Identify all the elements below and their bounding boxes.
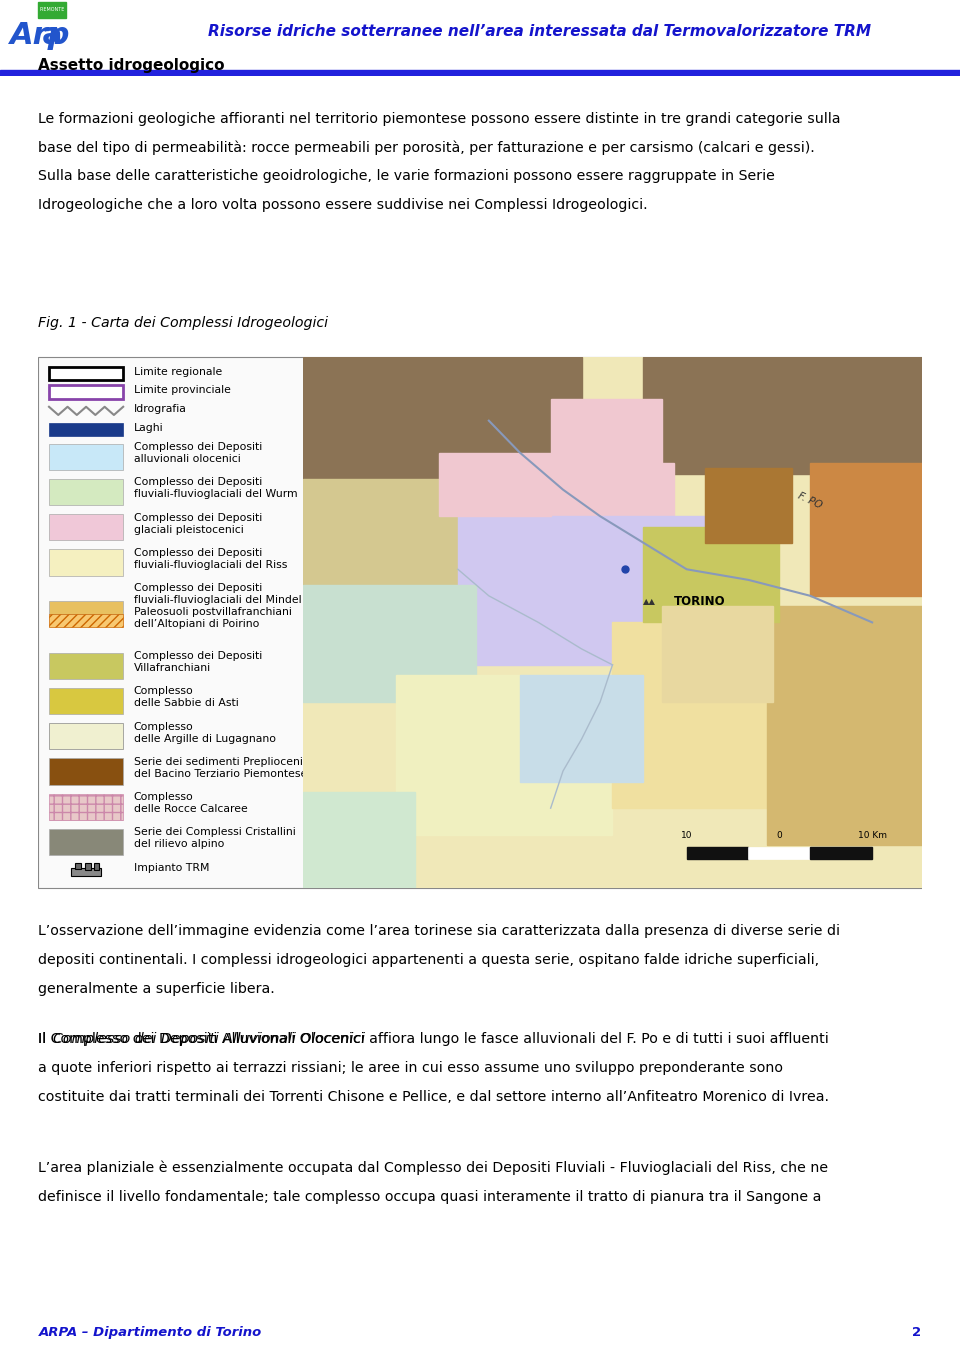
Text: costituite dai tratti terminali dei Torrenti Chisone e Pellice, e dal settore in: costituite dai tratti terminali dei Torr… [38, 1090, 829, 1103]
Text: Sulla base delle caratteristiche geoidrologiche, le varie formazioni possono ess: Sulla base delle caratteristiche geoidro… [38, 170, 776, 183]
Bar [303, 357, 582, 490]
Text: Impianto TRM: Impianto TRM [133, 863, 209, 873]
Bar [49, 550, 123, 575]
Text: TORINO: TORINO [674, 594, 726, 608]
Text: Laghi: Laghi [133, 423, 163, 433]
Bar [662, 607, 773, 702]
Text: Serie dei sedimenti Prepliocenici
del Bacino Terziario Piemontese: Serie dei sedimenti Prepliocenici del Ba… [133, 757, 312, 779]
Bar [49, 759, 123, 784]
Bar [0, 5, 120, 68]
Text: Complesso dei Depositi
alluvionali olocenici: Complesso dei Depositi alluvionali oloce… [133, 442, 262, 464]
Bar [49, 653, 123, 678]
Bar [38, 1, 66, 18]
Bar [810, 463, 922, 596]
Bar [458, 516, 717, 665]
Bar [303, 585, 476, 702]
Text: base del tipo di permeabilità: rocce permeabili per porosità, per fatturazione e: base del tipo di permeabilità: rocce per… [38, 141, 815, 155]
Text: Complesso dei Depositi
fluviali-fluvioglaciali del Mindel
Paleosuoli postvillafr: Complesso dei Depositi fluviali-fluviogl… [133, 584, 301, 630]
Text: Complesso dei Depositi
glaciali pleistocenici: Complesso dei Depositi glaciali pleistoc… [133, 513, 262, 535]
Text: a: a [42, 20, 62, 50]
Bar [519, 463, 674, 543]
Bar [49, 688, 123, 714]
Text: Idrogeologiche che a loro volta possono essere suddivise nei Complessi Idrogeolo: Idrogeologiche che a loro volta possono … [38, 198, 648, 212]
Text: F. PO: F. PO [797, 490, 824, 510]
Bar [38, 357, 922, 887]
Text: Limite provinciale: Limite provinciale [133, 385, 230, 395]
Text: 10: 10 [681, 830, 692, 840]
Text: 0: 0 [777, 830, 782, 840]
Text: 2: 2 [912, 1326, 922, 1339]
Text: Complesso dei Depositi Alluvionali Olocenici: Complesso dei Depositi Alluvionali Oloce… [54, 1033, 366, 1046]
Bar [49, 615, 123, 627]
Text: Complesso
delle Argille di Lugagnano: Complesso delle Argille di Lugagnano [133, 722, 276, 744]
Bar [303, 792, 415, 887]
Bar [643, 527, 780, 623]
Bar [49, 723, 123, 749]
Text: PIEMONTE: PIEMONTE [39, 8, 64, 12]
Text: depositi continentali. I complessi idrogeologici appartenenti a questa serie, os: depositi continentali. I complessi idrog… [38, 953, 820, 966]
Bar [84, 863, 90, 870]
Bar [49, 479, 123, 505]
Bar [749, 847, 810, 859]
Text: L’area planiziale è essenzialmente occupata dal Complesso dei Depositi Fluviali : L’area planiziale è essenzialmente occup… [38, 1160, 828, 1175]
Text: Fig. 1 - Carta dei Complessi Idrogeologici: Fig. 1 - Carta dei Complessi Idrogeologi… [38, 316, 328, 330]
Bar [767, 607, 922, 845]
Bar [93, 863, 100, 870]
Text: L’osservazione dell’immagine evidenzia come l’area torinese sia caratterizzata d: L’osservazione dell’immagine evidenzia c… [38, 924, 840, 938]
Text: Serie dei Complessi Cristallini
del rilievo alpino: Serie dei Complessi Cristallini del rili… [133, 828, 296, 849]
Bar [706, 468, 792, 543]
Bar [49, 829, 123, 855]
Bar [49, 423, 123, 437]
Bar [49, 385, 123, 399]
Text: Il Complesso dei Depositi Alluvionali Olocenici affiora lungo le fasce alluviona: Il Complesso dei Depositi Alluvionali Ol… [38, 1033, 829, 1046]
Bar [396, 676, 612, 835]
Text: Assetto idrogeologico: Assetto idrogeologico [38, 58, 225, 73]
Bar [686, 847, 749, 859]
Bar [551, 399, 662, 463]
Text: Le formazioni geologiche affioranti nel territorio piemontese possono essere dis: Le formazioni geologiche affioranti nel … [38, 111, 841, 126]
Text: ▲▲: ▲▲ [643, 597, 656, 605]
Text: a quote inferiori rispetto ai terrazzi rissiani; le aree in cui esso assume uno : a quote inferiori rispetto ai terrazzi r… [38, 1061, 783, 1075]
Bar [49, 444, 123, 470]
Text: Complesso dei Depositi
fluviali-fluvioglaciali del Riss: Complesso dei Depositi fluviali-fluviogl… [133, 548, 287, 570]
Text: Il Complesso dei Depositi Alluvionali Olocenici affiora lungo le fasce alluviona: Il Complesso dei Depositi Alluvionali Ol… [38, 1033, 829, 1046]
Bar [49, 601, 123, 615]
Bar [49, 794, 123, 820]
Text: Il: Il [38, 1033, 51, 1046]
Text: generalmente a superficie libera.: generalmente a superficie libera. [38, 981, 276, 996]
Bar [303, 479, 519, 596]
Text: Complesso
delle Rocce Calcaree: Complesso delle Rocce Calcaree [133, 792, 248, 814]
Bar [0, 71, 960, 76]
Text: Risorse idriche sotterranee nell’area interessata dal Termovalorizzatore TRM: Risorse idriche sotterranee nell’area in… [208, 24, 872, 39]
Text: Complesso dei Depositi
fluviali-fluvioglaciali del Wurm: Complesso dei Depositi fluviali-fluviogl… [133, 478, 298, 499]
Text: Limite regionale: Limite regionale [133, 366, 222, 376]
Bar [519, 676, 643, 782]
Text: Complesso
delle Sabbie di Asti: Complesso delle Sabbie di Asti [133, 687, 238, 708]
Bar [440, 452, 551, 516]
Text: Idrografia: Idrografia [133, 404, 186, 414]
Bar [612, 623, 798, 809]
Bar [75, 863, 81, 868]
Bar [810, 847, 872, 859]
Text: Complesso dei Depositi
Villafranchiani: Complesso dei Depositi Villafranchiani [133, 651, 262, 673]
Text: 10 Km: 10 Km [857, 830, 887, 840]
Bar [643, 357, 922, 474]
Bar [49, 514, 123, 540]
Bar [49, 366, 123, 380]
Bar [71, 868, 101, 875]
Text: Arp: Arp [10, 20, 70, 50]
Text: ARPA – Dipartimento di Torino: ARPA – Dipartimento di Torino [38, 1326, 262, 1339]
Text: definisce il livello fondamentale; tale complesso occupa quasi interamente il tr: definisce il livello fondamentale; tale … [38, 1190, 822, 1204]
